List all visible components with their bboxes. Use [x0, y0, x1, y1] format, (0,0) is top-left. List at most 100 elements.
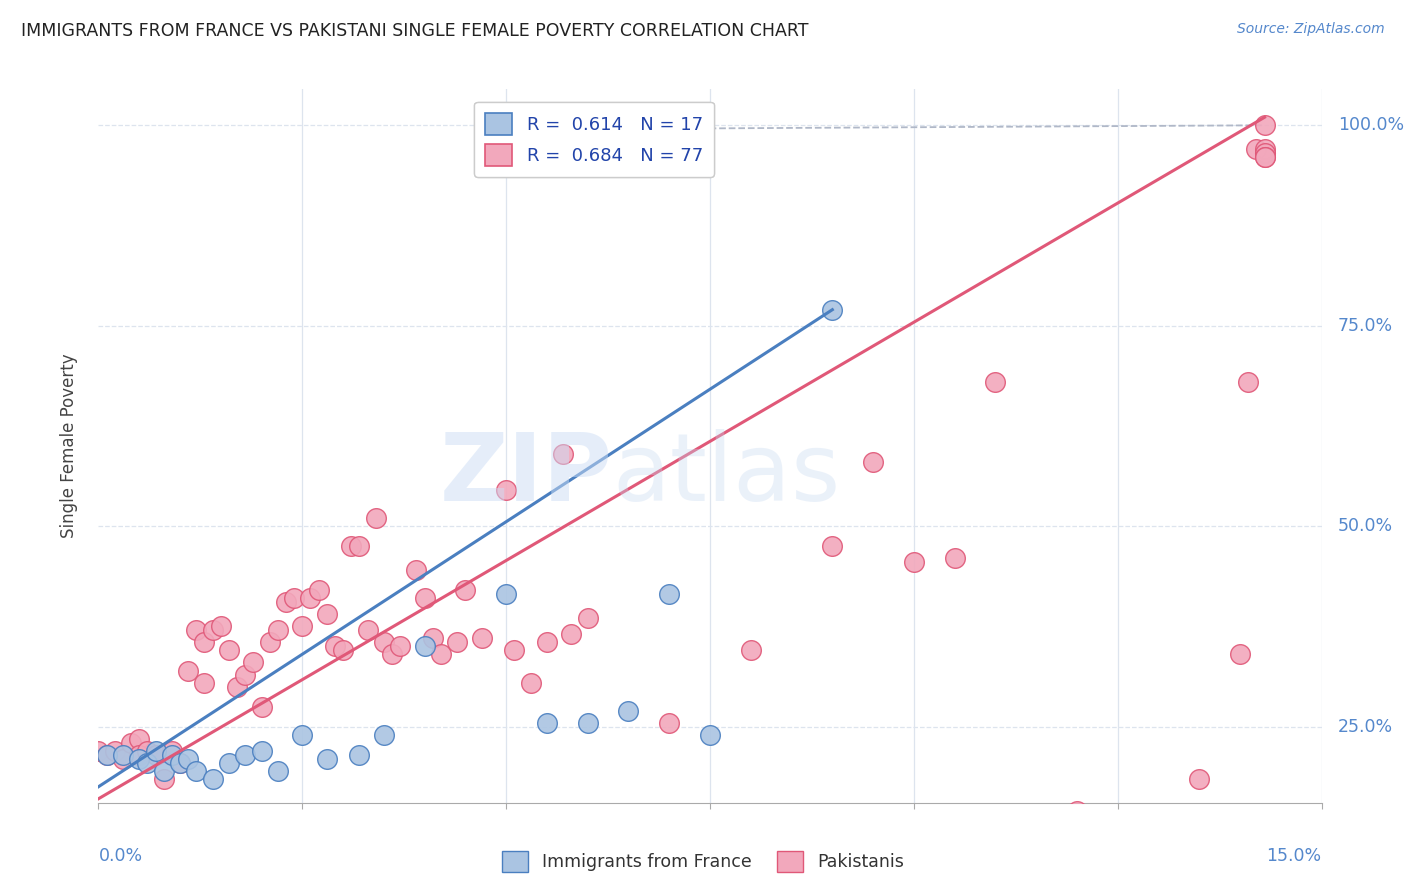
Point: [169, 756, 191, 770]
Point: [349, 539, 371, 553]
Point: [332, 643, 354, 657]
Point: [111, 747, 134, 762]
Point: [1253, 118, 1275, 132]
Point: [120, 736, 142, 750]
Point: [576, 611, 599, 625]
Point: [1237, 375, 1260, 389]
Point: [111, 752, 134, 766]
Point: [1253, 146, 1275, 161]
Text: atlas: atlas: [612, 428, 841, 521]
Text: 50.0%: 50.0%: [1339, 517, 1393, 535]
Point: [136, 744, 159, 758]
Point: [1107, 815, 1129, 830]
Point: [381, 648, 404, 662]
Text: 75.0%: 75.0%: [1339, 317, 1393, 334]
Point: [226, 680, 249, 694]
Point: [536, 635, 558, 649]
Point: [389, 640, 412, 654]
Point: [821, 302, 844, 317]
Point: [1147, 831, 1170, 846]
Text: IMMIGRANTS FROM FRANCE VS PAKISTANI SINGLE FEMALE POVERTY CORRELATION CHART: IMMIGRANTS FROM FRANCE VS PAKISTANI SING…: [21, 22, 808, 40]
Point: [340, 539, 363, 553]
Point: [593, 828, 616, 842]
Point: [536, 715, 558, 730]
Point: [177, 664, 200, 678]
Point: [422, 632, 444, 646]
Point: [299, 591, 322, 606]
Point: [943, 551, 966, 566]
Point: [128, 752, 150, 766]
Text: Source: ZipAtlas.com: Source: ZipAtlas.com: [1237, 22, 1385, 37]
Point: [209, 619, 232, 633]
Legend: R =  0.614   N = 17, R =  0.684   N = 77: R = 0.614 N = 17, R = 0.684 N = 77: [474, 102, 714, 177]
Point: [160, 744, 183, 758]
Point: [259, 635, 281, 649]
Point: [617, 704, 640, 718]
Point: [658, 715, 681, 730]
Point: [201, 772, 224, 786]
Point: [218, 756, 240, 770]
Point: [87, 744, 110, 758]
Point: [177, 752, 200, 766]
Point: [308, 583, 330, 598]
Point: [495, 587, 517, 601]
Point: [617, 815, 640, 830]
Point: [413, 640, 436, 654]
Point: [373, 635, 395, 649]
Point: [152, 764, 174, 778]
Point: [984, 375, 1007, 389]
Point: [1253, 150, 1275, 164]
Point: [1229, 648, 1251, 662]
Point: [96, 747, 118, 762]
Point: [740, 643, 762, 657]
Point: [145, 744, 167, 758]
Text: 0.0%: 0.0%: [98, 847, 142, 865]
Point: [145, 747, 167, 762]
Point: [291, 728, 314, 742]
Point: [495, 483, 517, 497]
Point: [193, 635, 215, 649]
Point: [283, 591, 305, 606]
Point: [1253, 142, 1275, 156]
Point: [250, 744, 273, 758]
Point: [503, 643, 526, 657]
Point: [821, 539, 844, 553]
Point: [201, 624, 224, 638]
Point: [862, 455, 884, 469]
Point: [356, 624, 378, 638]
Text: ZIP: ZIP: [439, 428, 612, 521]
Point: [364, 511, 387, 525]
Point: [218, 643, 240, 657]
Y-axis label: Single Female Poverty: Single Female Poverty: [59, 354, 77, 538]
Point: [169, 756, 191, 770]
Point: [430, 648, 453, 662]
Point: [128, 747, 150, 762]
Point: [560, 627, 582, 641]
Point: [349, 747, 371, 762]
Point: [1253, 146, 1275, 161]
Point: [471, 632, 494, 646]
Point: [1246, 142, 1268, 156]
Point: [446, 635, 468, 649]
Point: [699, 728, 721, 742]
Point: [160, 747, 183, 762]
Point: [233, 747, 256, 762]
Text: 15.0%: 15.0%: [1267, 847, 1322, 865]
Point: [186, 764, 208, 778]
Point: [519, 675, 541, 690]
Point: [1066, 804, 1088, 818]
Point: [250, 699, 273, 714]
Point: [553, 447, 575, 461]
Point: [315, 752, 337, 766]
Point: [1253, 150, 1275, 164]
Point: [274, 595, 297, 609]
Point: [315, 607, 337, 622]
Point: [267, 764, 290, 778]
Point: [658, 587, 681, 601]
Point: [242, 656, 264, 670]
Legend: Immigrants from France, Pakistanis: Immigrants from France, Pakistanis: [495, 844, 911, 879]
Text: 100.0%: 100.0%: [1339, 116, 1405, 135]
Point: [405, 563, 427, 577]
Point: [413, 591, 436, 606]
Point: [128, 731, 150, 746]
